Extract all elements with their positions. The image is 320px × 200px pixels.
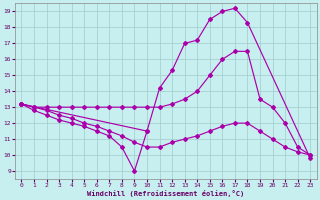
X-axis label: Windchill (Refroidissement éolien,°C): Windchill (Refroidissement éolien,°C): [87, 190, 244, 197]
